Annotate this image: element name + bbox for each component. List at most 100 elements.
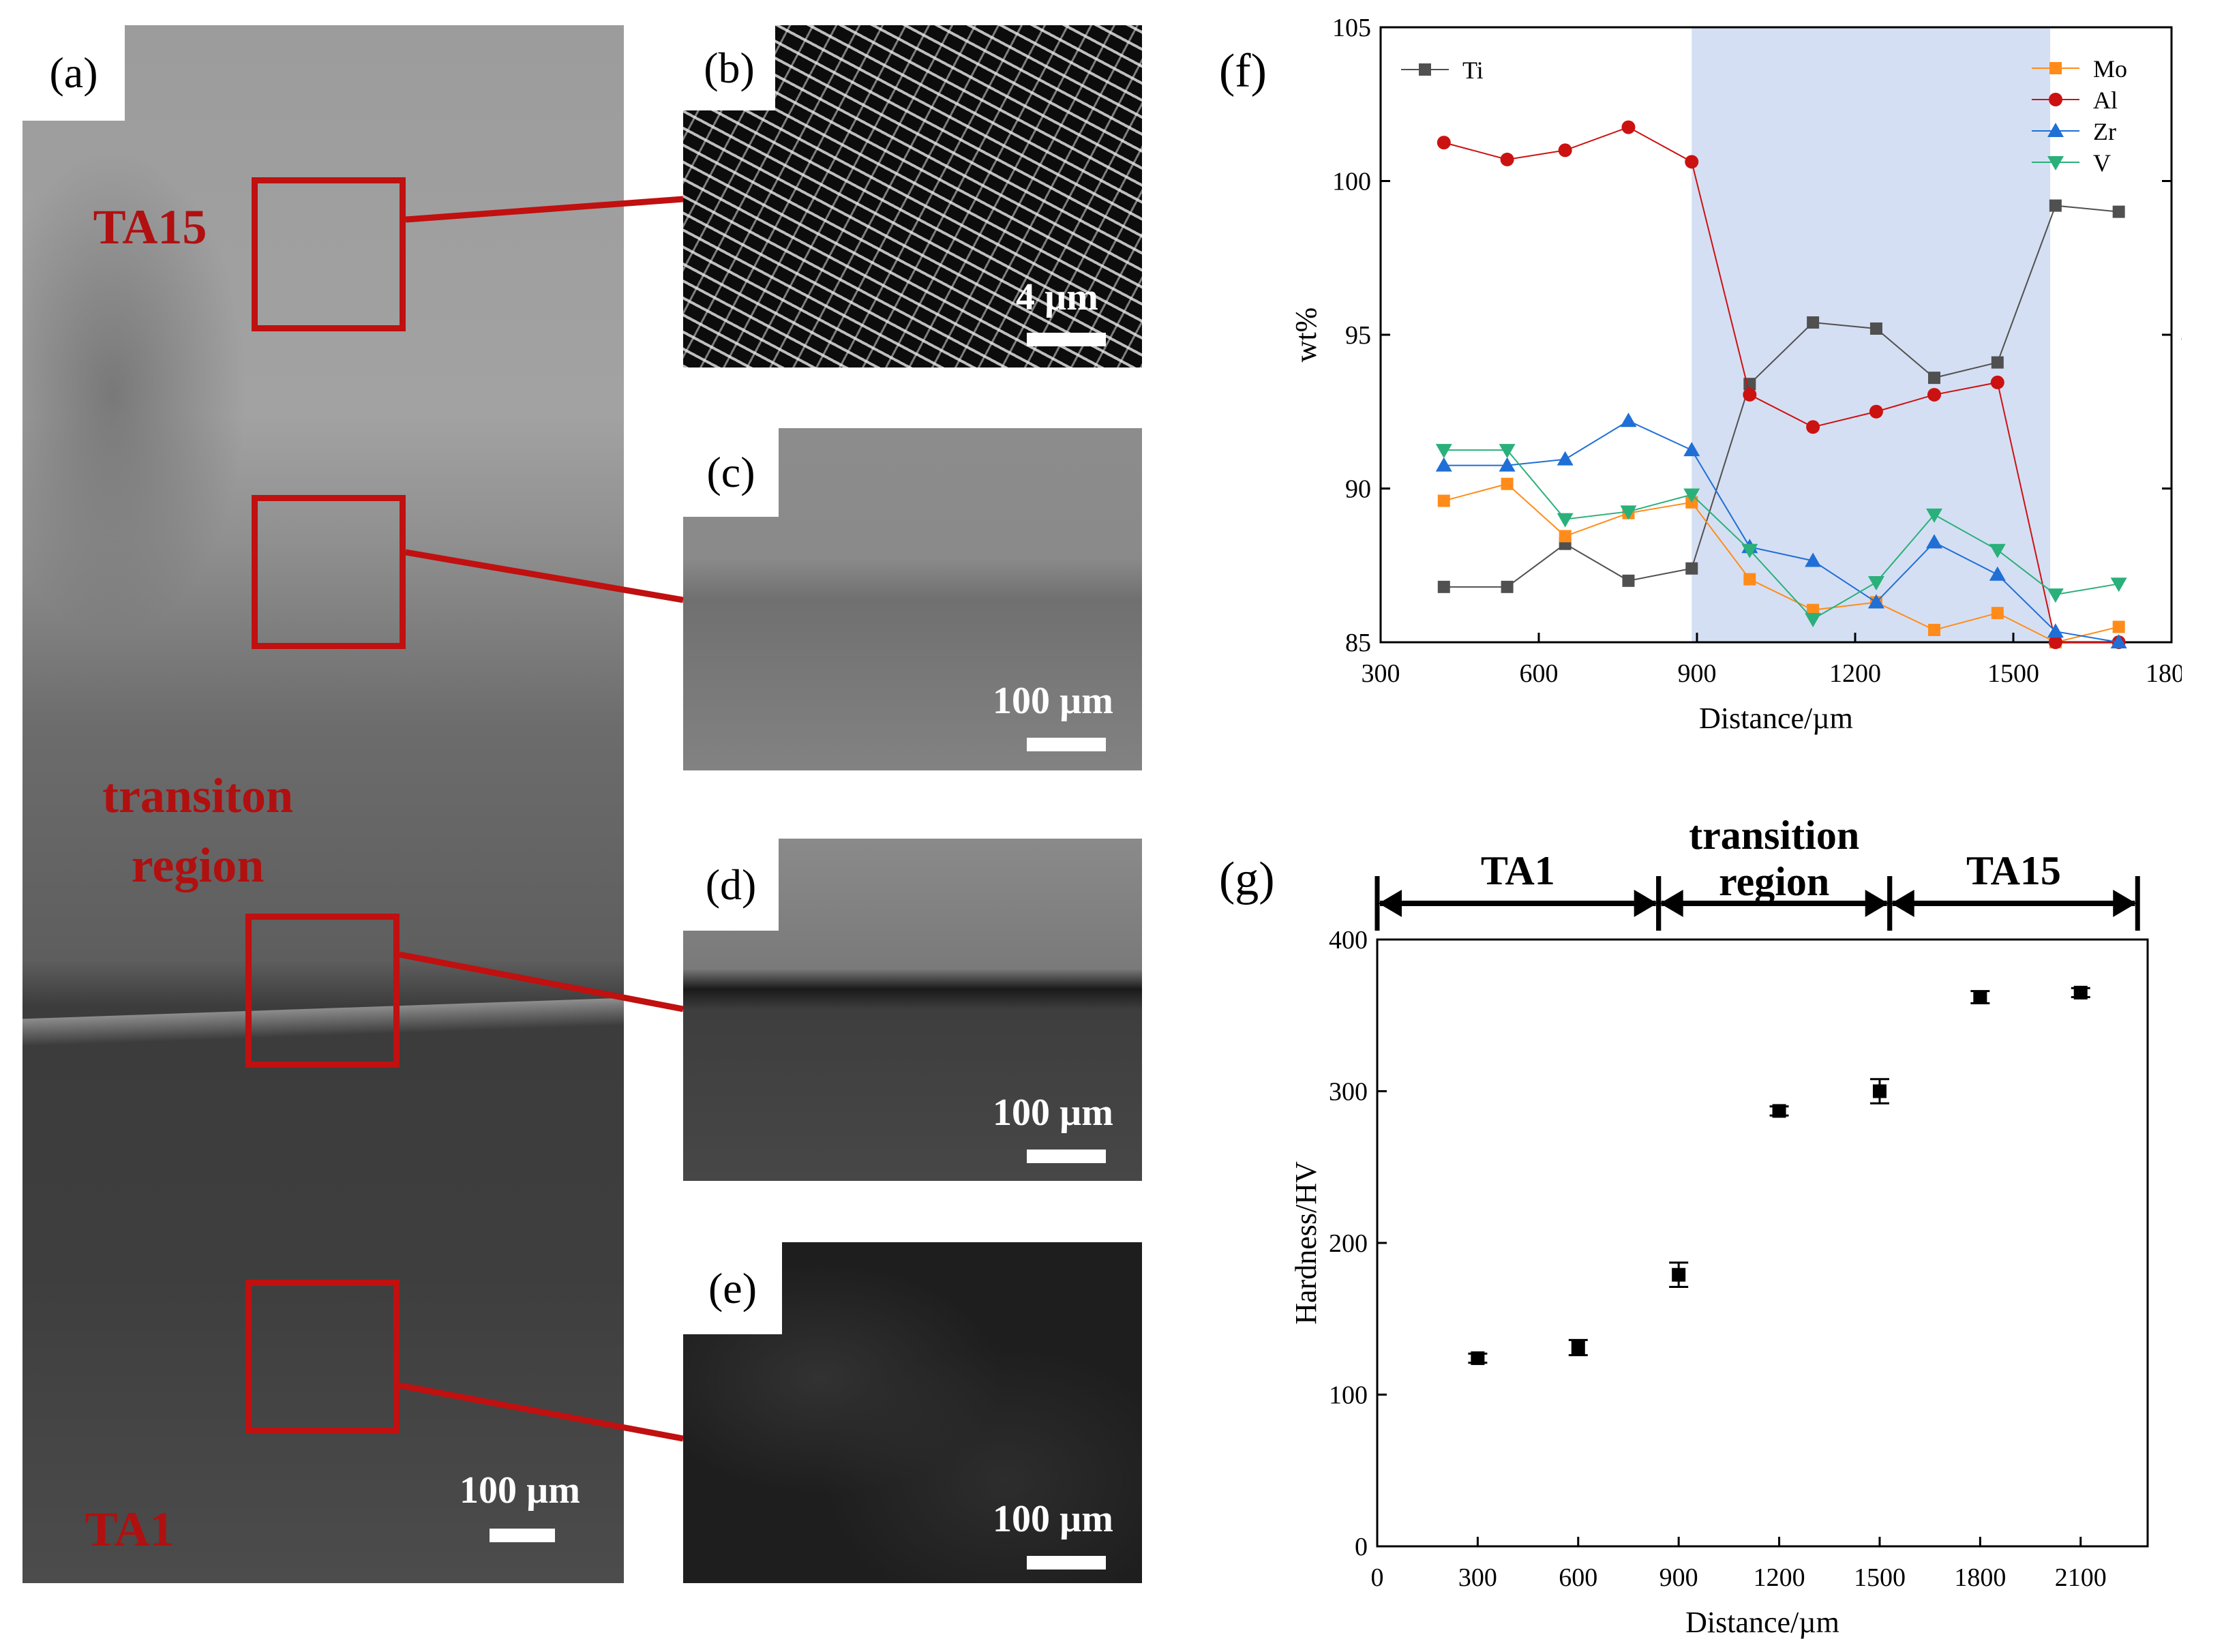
y-tick-label: 400 [1329, 926, 1368, 955]
legend-marker-ti [1419, 63, 1431, 76]
legend-marker-mo [2049, 62, 2062, 74]
data-point-zr [2110, 634, 2127, 648]
data-point-ti [1685, 562, 1698, 575]
y-tick-label: 200 [1329, 1229, 1368, 1258]
legend-marker-v [2047, 156, 2064, 170]
scale-bar-d [1027, 1150, 1106, 1163]
x-tick-label: 0 [1371, 1563, 1384, 1592]
data-point-v [1499, 444, 1516, 459]
region-label: TA1 [1481, 848, 1555, 893]
data-point-mo [1928, 623, 1940, 636]
x-tick-label: 1500 [1854, 1563, 1906, 1592]
data-point-hardness [1672, 1267, 1686, 1282]
shaded-transition-region [1692, 27, 2051, 642]
label-transition-line1: transiton [102, 768, 294, 823]
legend-marker-zr [2047, 123, 2064, 137]
x-axis-label: Distance/µm [1685, 1606, 1839, 1639]
data-point-al [1621, 120, 1636, 134]
data-point-hardness [1872, 1084, 1887, 1098]
data-point-v [1620, 505, 1637, 520]
y-tick-label-left: 90 [1345, 475, 1371, 504]
data-point-ti [1869, 322, 1882, 335]
data-point-al [1558, 143, 1572, 157]
data-point-zr [2047, 623, 2064, 638]
y-tick-label-left: 85 [1345, 629, 1371, 657]
data-point-al [2048, 635, 2062, 649]
data-point-hardness [1471, 1351, 1485, 1366]
x-tick-label: 600 [1559, 1563, 1597, 1592]
data-point-ti [1622, 574, 1635, 587]
data-point-al [1743, 387, 1757, 402]
micrograph-e [683, 1242, 1142, 1583]
panel-label-e: (e) [683, 1242, 782, 1334]
data-point-al [1685, 155, 1699, 169]
x-tick-label: 1500 [1987, 659, 2039, 688]
data-point-al [1806, 420, 1820, 434]
data-point-hardness [1772, 1104, 1786, 1118]
region-arrowhead-left [1891, 890, 1914, 917]
region-arrowhead-left [1659, 890, 1683, 917]
data-point-mo [1807, 603, 1820, 616]
series-line-zr [1443, 420, 2119, 643]
panel-label-c: (c) [683, 428, 779, 517]
data-point-al [1500, 152, 1514, 166]
series-line-v [1443, 449, 2119, 620]
x-tick-label: 900 [1659, 1563, 1698, 1592]
data-point-ti [1991, 356, 2004, 369]
data-point-mo [1559, 530, 1572, 543]
label-ta15: TA15 [93, 200, 207, 254]
y-tick-label-right: 6 [2181, 168, 2182, 196]
y-axis-label: Hardness/HV [1289, 1161, 1323, 1325]
data-point-ti [2112, 205, 2125, 218]
data-point-v [1805, 613, 1822, 628]
data-point-v [1557, 513, 1574, 528]
legend-label-zr: Zr [2093, 118, 2116, 145]
scale-bar-e [1027, 1556, 1106, 1570]
data-point-zr [1989, 566, 2006, 581]
scale-text-e: 100 µm [993, 1498, 1113, 1540]
x-tick-label: 1800 [1954, 1563, 2006, 1592]
legend-marker-al [2049, 93, 2062, 106]
region-arrowhead-left [1379, 890, 1402, 917]
series-line-mo [1443, 483, 2119, 644]
roi-box-e [245, 1280, 400, 1434]
roi-box-d [245, 914, 400, 1068]
data-point-zr [1557, 451, 1574, 466]
region-arrowhead-right [1634, 890, 1657, 917]
panel-label-g: (g) [1219, 853, 1275, 905]
data-point-mo [1501, 477, 1514, 490]
data-point-v [2047, 588, 2064, 603]
data-point-v [1989, 543, 2006, 558]
data-point-mo [1743, 573, 1756, 586]
data-point-mo [1437, 494, 1450, 507]
data-point-v [1683, 488, 1700, 503]
composition-chart: 300 600 900 1200 1500 1800 85 90 95 100 105 0 2 4 6 8 Di… [1289, 14, 2182, 735]
y-tick-label-left: 100 [1332, 168, 1371, 196]
roi-box-c [252, 495, 406, 649]
region-label-line1: transition [1689, 813, 1859, 858]
panel-label-a: (a) [22, 25, 125, 121]
data-point-zr [1620, 412, 1637, 427]
scale-text-a: 100 µm [460, 1469, 580, 1512]
legend-label-ti: Ti [1462, 57, 1484, 84]
x-tick-label: 300 [1362, 659, 1400, 688]
data-point-ti [1928, 372, 1940, 385]
legend-label-mo: Mo [2093, 55, 2127, 82]
y-tick-label: 0 [1355, 1533, 1368, 1561]
scale-text-c: 100 µm [993, 680, 1113, 722]
data-point-hardness [2073, 985, 2088, 1000]
data-point-al [1990, 375, 2004, 389]
legend-label-v: V [2093, 149, 2111, 177]
series-line-al [1443, 126, 2119, 643]
region-label-line2: region [1719, 859, 1829, 904]
y-tick-label-right: 4 [2181, 321, 2182, 350]
data-point-al [1437, 136, 1451, 150]
data-point-v [1867, 576, 1884, 591]
label-transition-line2: region [131, 838, 265, 892]
region-arrowhead-right [2113, 890, 2137, 917]
legend-label-al: Al [2093, 87, 2118, 114]
label-ta1: TA1 [85, 1502, 175, 1557]
x-tick-label: 1200 [1829, 659, 1881, 688]
data-point-mo [1991, 607, 2004, 620]
